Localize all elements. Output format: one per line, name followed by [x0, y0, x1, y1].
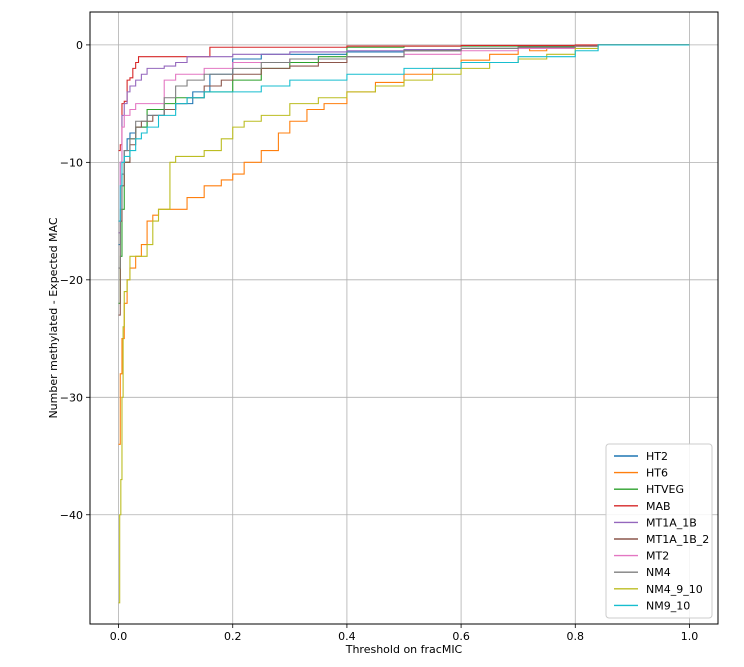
- y-axis-label: Number methylated - Expected MAC: [47, 217, 60, 418]
- y-tick-label: −10: [60, 156, 83, 169]
- legend-entry: NM4: [646, 566, 671, 579]
- legend-entry: NM4_9_10: [646, 583, 703, 596]
- x-tick-label: 0.6: [452, 630, 470, 643]
- series-line-mt2: [118, 44, 690, 222]
- grid-lines: [90, 12, 718, 624]
- series-line-nm4: [118, 44, 690, 269]
- legend-entry: MAB: [646, 500, 671, 513]
- y-tick-label: −20: [60, 274, 83, 287]
- legend-entry: MT1A_1B: [646, 516, 697, 529]
- x-tick-label: 1.0: [681, 630, 699, 643]
- legend-entry: MT1A_1B_2: [646, 533, 709, 546]
- x-tick-label: 0.4: [338, 630, 356, 643]
- x-tick-label: 0.2: [224, 630, 242, 643]
- plot-frame: [89, 11, 719, 625]
- legend-entry: NM9_10: [646, 599, 690, 612]
- y-tick-label: −30: [60, 391, 83, 404]
- series-line-ht6: [118, 44, 690, 445]
- y-tick-label: 0: [76, 39, 83, 52]
- y-axis-ticks: −40 −30 −20 −10 0: [60, 39, 90, 522]
- legend-entry: HTVEG: [646, 483, 684, 496]
- series-line-nm9-10: [118, 44, 690, 222]
- legend-entry: HT6: [646, 467, 668, 480]
- legend: HT2 HT6 HTVEG MAB MT1A_1B MT1A_1B_2 MT2 NM4 NM4_…: [605, 443, 713, 619]
- x-tick-label: 0.0: [110, 630, 128, 643]
- series-line-nm4-9-10: [118, 44, 690, 604]
- x-axis-ticks: 0.0 0.2 0.4 0.6 0.8 1.0: [110, 624, 698, 643]
- x-axis-label: Threshold on fracMIC: [345, 643, 463, 656]
- legend-box: [605, 443, 713, 619]
- series-lines: [118, 44, 690, 604]
- legend-entry: MT2: [646, 550, 669, 563]
- x-tick-label: 0.8: [567, 630, 585, 643]
- y-tick-label: −40: [60, 509, 83, 522]
- legend-entry: HT2: [646, 450, 668, 463]
